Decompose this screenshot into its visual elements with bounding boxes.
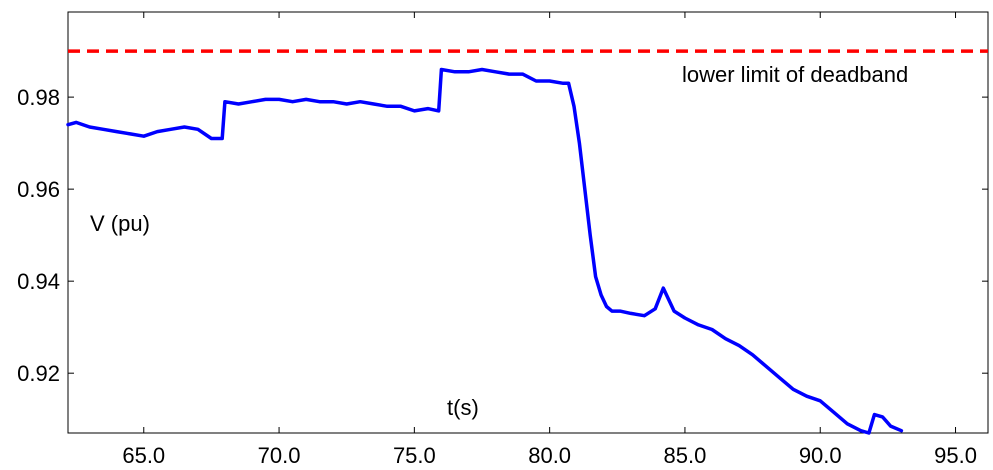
x-tick-label: 75.0 <box>393 443 436 468</box>
x-tick-label: 95.0 <box>934 443 977 468</box>
x-tick-label: 80.0 <box>528 443 571 468</box>
y-axis: 0.92 0.94 0.96 0.98 <box>17 85 988 386</box>
y-tick-label: 0.96 <box>17 177 60 202</box>
series-voltage-line <box>66 67 904 435</box>
y-axis-label: V (pu) <box>90 211 150 236</box>
x-tick-label: 70.0 <box>258 443 301 468</box>
y-tick-label: 0.94 <box>17 269 60 294</box>
deadband-lower-limit-label: lower limit of deadband <box>682 62 908 87</box>
x-tick-label: 85.0 <box>664 443 707 468</box>
x-axis-label: t(s) <box>447 395 479 420</box>
y-tick-label: 0.92 <box>17 361 60 386</box>
plot-area-frame <box>67 11 989 434</box>
y-tick-label: 0.98 <box>17 85 60 110</box>
x-tick-label: 90.0 <box>799 443 842 468</box>
x-axis: 65.0 70.0 75.0 80.0 85.0 90.0 95.0 <box>122 12 977 468</box>
x-tick-label: 65.0 <box>122 443 165 468</box>
